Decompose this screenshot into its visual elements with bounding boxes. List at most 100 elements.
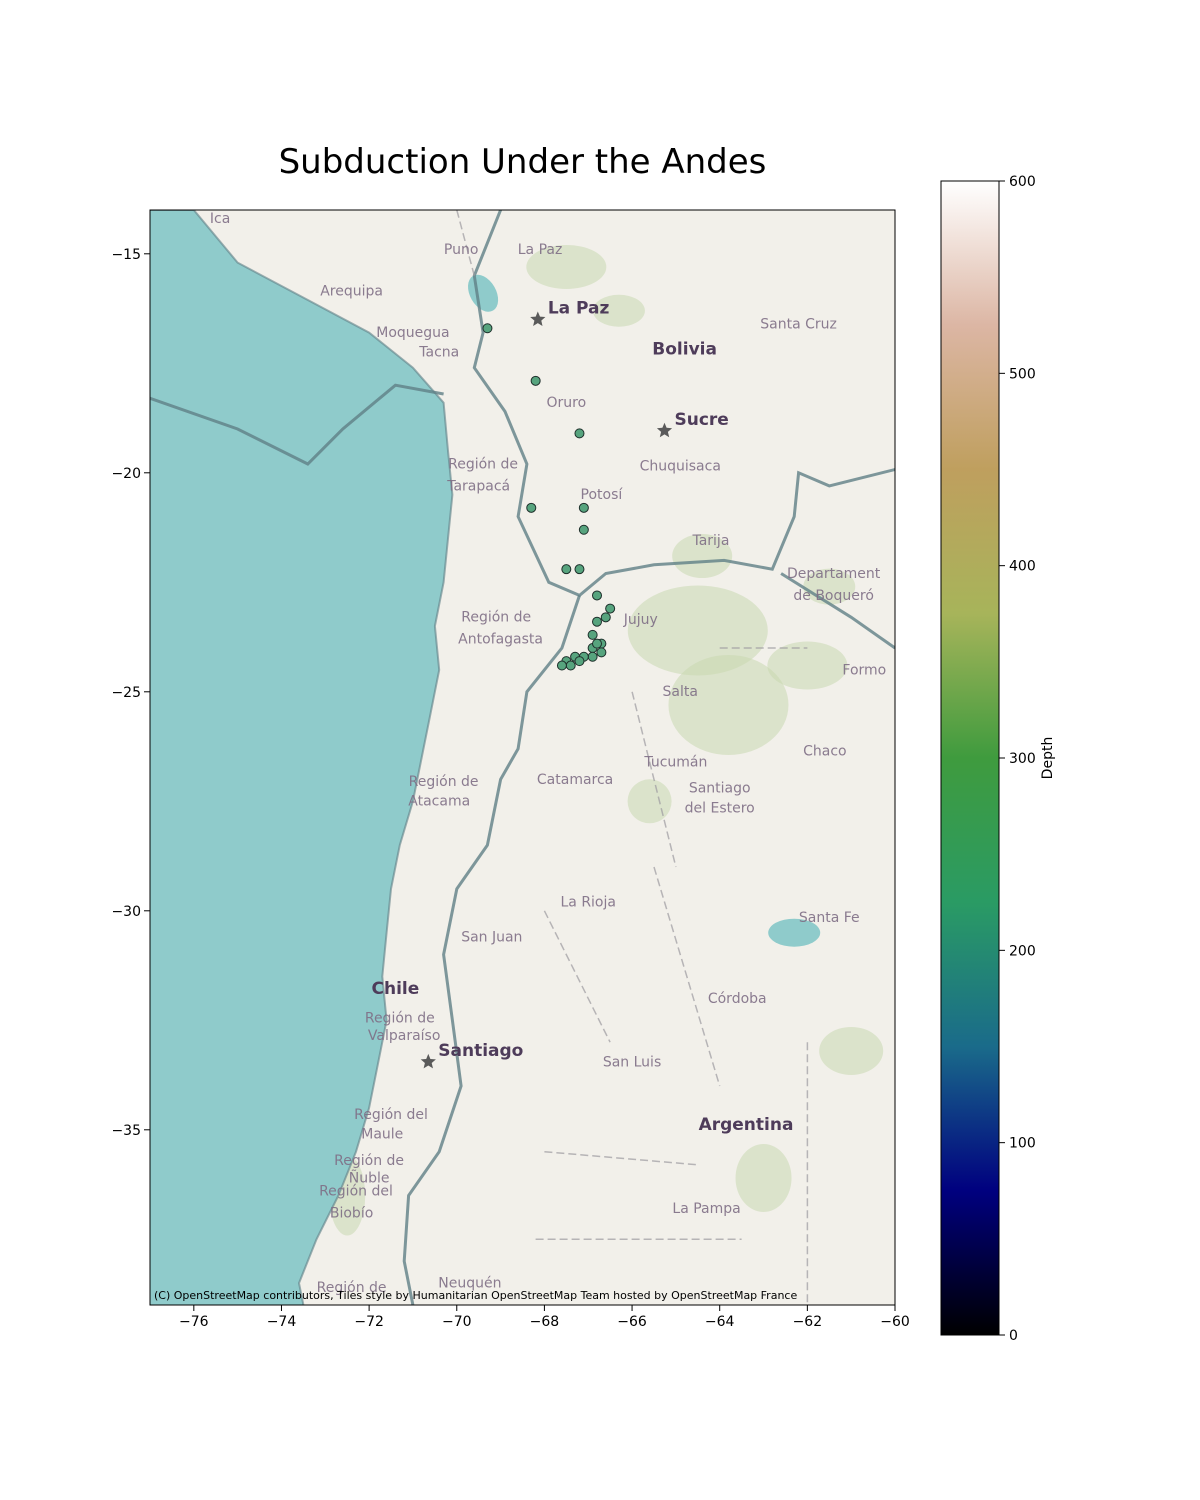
- colorbar: 0 100 200 300 400 500 600 Depth: [940, 174, 1056, 1344]
- earthquake-point: [592, 590, 602, 601]
- place-label: Antofagasta: [458, 632, 543, 648]
- earthquake-point: [587, 629, 598, 640]
- place-label: Atacama: [408, 794, 470, 810]
- place-label: Catamarca: [537, 772, 613, 788]
- earthquake-point: [592, 616, 602, 627]
- country-labels: Bolivia Chile Argentina: [372, 340, 794, 1135]
- place-label: Valparaíso: [368, 1028, 441, 1044]
- earthquake-point: [596, 647, 607, 658]
- place-label: Oruro: [546, 395, 586, 411]
- earthquake-point: [574, 564, 585, 575]
- country-label: Chile: [372, 979, 420, 999]
- place-label: de Boqueró: [793, 588, 874, 604]
- earthquake-point: [561, 564, 572, 575]
- place-label: La Rioja: [560, 894, 615, 910]
- place-label: del Estero: [685, 800, 755, 816]
- place-label: Salta: [663, 684, 698, 700]
- colorbar-tick-label: 600: [1009, 174, 1036, 190]
- place-label: La Paz: [518, 242, 563, 258]
- place-label: Tucumán: [643, 754, 707, 770]
- place-label: Región de: [365, 1010, 435, 1026]
- place-label: Región del: [319, 1184, 393, 1200]
- colorbar-tick-label: 0: [1009, 1328, 1018, 1344]
- y-axis: −15 −20 −25 −30 −35: [111, 247, 150, 1139]
- colorbar-bar: [940, 180, 1000, 1336]
- colorbar-tick-label: 400: [1009, 559, 1036, 575]
- place-label: Tarapacá: [446, 478, 510, 494]
- place-label: Santiago: [689, 781, 751, 797]
- x-tick-label: −72: [354, 1314, 384, 1330]
- place-label: Biobío: [330, 1205, 373, 1221]
- colorbar-tick-label: 500: [1009, 366, 1036, 382]
- x-tick-label: −76: [179, 1314, 209, 1330]
- y-tick-label: −25: [111, 685, 141, 701]
- earthquake-point: [592, 638, 602, 649]
- x-tick-label: −60: [880, 1314, 910, 1330]
- country-label: Bolivia: [652, 340, 717, 360]
- colorbar-tick-label: 200: [1009, 943, 1036, 959]
- place-label: Jujuy: [623, 612, 658, 628]
- axes-frame: [149, 209, 896, 1306]
- place-label: Moquegua: [376, 325, 449, 341]
- place-label: Departament: [787, 566, 881, 582]
- place-label: Región de: [317, 1280, 387, 1296]
- y-tick-label: −30: [111, 904, 141, 920]
- x-tick-label: −62: [793, 1314, 823, 1330]
- place-label: Región del: [354, 1107, 428, 1123]
- place-label: Arequipa: [320, 283, 383, 299]
- place-label: La Pampa: [672, 1201, 740, 1217]
- vegetation-areas: [329, 244, 884, 1236]
- basemap[interactable]: Ica Arequipa Puno La Paz Moquegua Tacna Santa …: [150, 210, 899, 1305]
- colorbar-tick-label: 300: [1009, 751, 1036, 767]
- place-label: Región de: [409, 774, 479, 790]
- map-attribution: (C) OpenStreetMap contributors, Tiles st…: [154, 1289, 797, 1302]
- capital-label: Santiago: [438, 1041, 523, 1061]
- earthquake-point: [605, 603, 616, 614]
- earthquake-points: [482, 323, 616, 671]
- capital-star-icon: [656, 422, 673, 438]
- pacific-ocean: [150, 210, 453, 1305]
- x-tick-label: −70: [442, 1314, 472, 1330]
- country-label: Argentina: [699, 1115, 794, 1135]
- x-tick-label: −64: [705, 1314, 735, 1330]
- country-borders: [150, 210, 895, 1305]
- chart-title: Subduction Under the Andes: [278, 142, 767, 182]
- earthquake-point: [600, 612, 611, 623]
- place-label: Región de: [448, 456, 518, 472]
- place-label: Puno: [444, 242, 479, 258]
- place-labels: Ica Arequipa Puno La Paz Moquegua Tacna Santa …: [210, 211, 886, 1296]
- earthquake-point: [482, 323, 493, 334]
- earthquake-point: [530, 375, 541, 386]
- earthquake-point: [578, 502, 589, 513]
- place-label: Santa Cruz: [760, 316, 837, 332]
- place-label: Región de: [334, 1153, 404, 1169]
- colorbar-ticks: 0 100 200 300 400 500 600: [999, 174, 1036, 1344]
- capital-markers: La Paz Sucre Santiago: [420, 299, 729, 1069]
- earthquake-point: [565, 660, 576, 671]
- x-tick-label: −66: [617, 1314, 647, 1330]
- earthquake-point: [556, 660, 567, 671]
- place-label: Chuquisaca: [640, 459, 721, 475]
- x-tick-label: −68: [530, 1314, 560, 1330]
- place-label: Tacna: [418, 345, 459, 361]
- place-label: Formo: [842, 662, 886, 678]
- capital-star-icon: [530, 311, 546, 326]
- place-label: Chaco: [803, 743, 847, 759]
- place-label: Ica: [210, 211, 230, 227]
- earthquake-point: [574, 656, 585, 667]
- y-tick-label: −20: [111, 466, 141, 482]
- place-label: Ñuble: [349, 1169, 390, 1186]
- y-tick-label: −35: [111, 1123, 141, 1139]
- colorbar-label: Depth: [1040, 737, 1056, 780]
- earthquake-point: [578, 524, 589, 535]
- place-label: Potosí: [581, 487, 624, 503]
- capital-label: Sucre: [674, 410, 728, 430]
- place-label: San Luis: [603, 1054, 661, 1070]
- place-label: Maule: [361, 1127, 403, 1143]
- place-label: Neuquén: [438, 1275, 501, 1291]
- capital-star-icon: [420, 1053, 436, 1069]
- earthquake-point: [526, 502, 537, 513]
- place-label: Santa Fe: [799, 910, 860, 926]
- y-tick-label: −15: [111, 247, 141, 263]
